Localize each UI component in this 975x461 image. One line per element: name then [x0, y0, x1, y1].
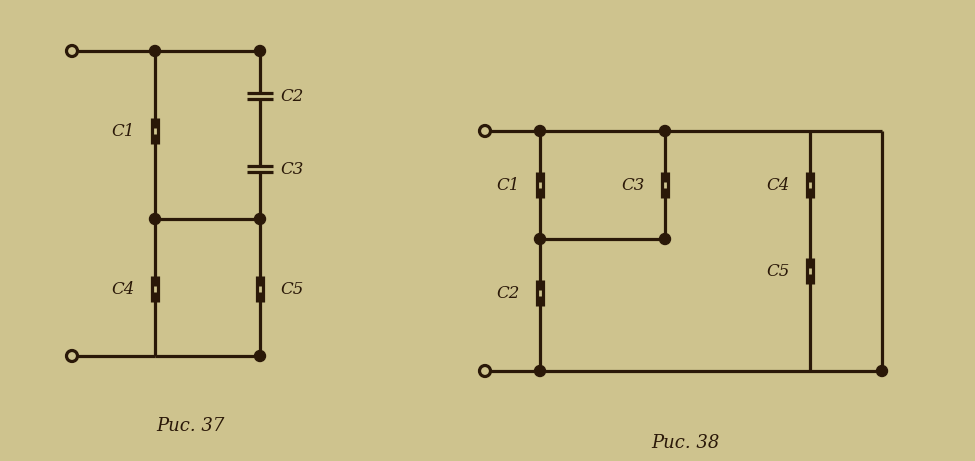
Text: Рис. 38: Рис. 38	[651, 434, 720, 452]
Text: Рис. 37: Рис. 37	[156, 417, 224, 435]
Text: C4: C4	[766, 177, 790, 194]
Circle shape	[659, 234, 671, 244]
Circle shape	[254, 46, 265, 57]
Text: C2: C2	[496, 284, 520, 301]
Circle shape	[534, 366, 545, 377]
Circle shape	[254, 213, 265, 225]
Text: C3: C3	[280, 160, 303, 177]
Circle shape	[149, 46, 161, 57]
Circle shape	[659, 125, 671, 136]
Text: C2: C2	[280, 88, 303, 105]
Text: C1: C1	[111, 123, 135, 140]
Text: C4: C4	[111, 280, 135, 297]
Circle shape	[149, 213, 161, 225]
Circle shape	[254, 350, 265, 361]
Circle shape	[534, 125, 545, 136]
Circle shape	[877, 366, 887, 377]
Circle shape	[534, 234, 545, 244]
Text: C5: C5	[280, 280, 303, 297]
Text: C5: C5	[766, 262, 790, 279]
Text: C3: C3	[622, 177, 645, 194]
Text: C1: C1	[496, 177, 520, 194]
